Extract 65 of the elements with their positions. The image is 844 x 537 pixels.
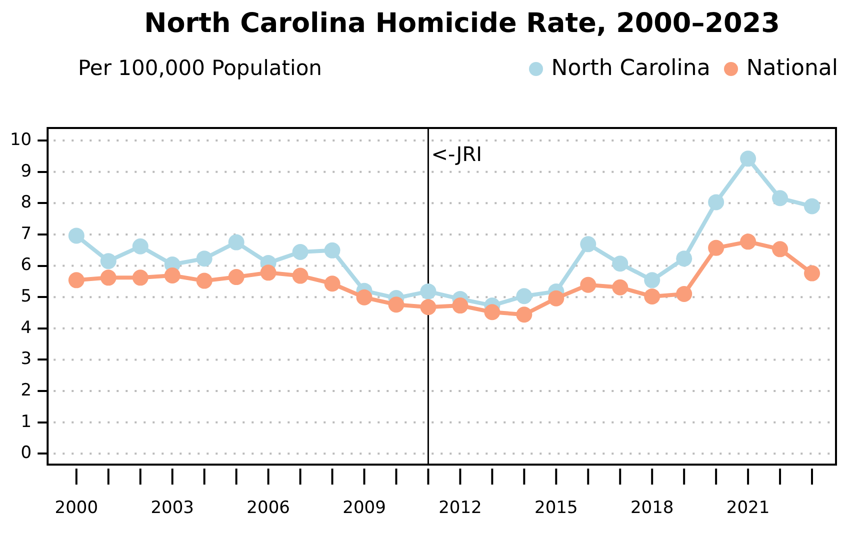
point bbox=[324, 242, 340, 258]
point bbox=[164, 267, 180, 284]
point bbox=[420, 299, 436, 316]
point bbox=[580, 236, 596, 252]
x-tick-label: 2000 bbox=[54, 498, 98, 518]
point bbox=[804, 198, 820, 214]
point bbox=[356, 289, 372, 306]
point bbox=[228, 234, 244, 250]
point bbox=[100, 253, 116, 270]
point bbox=[740, 234, 756, 250]
point bbox=[644, 288, 660, 304]
y-tick-label: 9 bbox=[20, 161, 32, 182]
point bbox=[292, 268, 308, 284]
point bbox=[516, 306, 532, 323]
y-tick-label: 0 bbox=[20, 443, 32, 464]
point bbox=[676, 286, 692, 302]
point bbox=[804, 265, 820, 282]
y-tick-label: 3 bbox=[20, 349, 32, 370]
x-tick-label: 2018 bbox=[630, 498, 674, 518]
legend-label: North Carolina bbox=[551, 56, 710, 81]
point bbox=[388, 296, 404, 313]
point bbox=[68, 228, 84, 244]
point bbox=[68, 272, 84, 288]
y-tick-label: 7 bbox=[20, 224, 32, 244]
point bbox=[772, 190, 788, 206]
point bbox=[580, 276, 596, 293]
point bbox=[708, 194, 724, 210]
chart-subtitle: Per 100,000 Population bbox=[78, 56, 322, 80]
legend-label: National bbox=[746, 56, 838, 81]
point bbox=[644, 272, 660, 288]
x-tick-label: 2012 bbox=[438, 498, 482, 518]
x-tick-label: 2003 bbox=[150, 498, 194, 518]
point bbox=[132, 238, 148, 254]
x-tick-label: 2015 bbox=[534, 498, 578, 518]
point bbox=[132, 270, 148, 286]
y-tick-label: 4 bbox=[20, 318, 32, 338]
point bbox=[612, 256, 628, 272]
y-tick-label: 10 bbox=[10, 130, 32, 150]
y-tick-label: 8 bbox=[20, 192, 32, 213]
x-tick-label: 2021 bbox=[726, 498, 770, 518]
point bbox=[452, 298, 468, 314]
ref-line-label: <-JRI bbox=[431, 142, 482, 166]
point bbox=[228, 269, 244, 286]
point bbox=[676, 250, 692, 267]
point bbox=[548, 290, 564, 306]
x-tick-label: 2009 bbox=[342, 498, 386, 518]
point bbox=[324, 276, 340, 292]
point bbox=[740, 150, 756, 167]
point bbox=[484, 304, 500, 320]
point bbox=[196, 272, 212, 289]
point bbox=[708, 240, 724, 256]
point bbox=[772, 241, 788, 258]
chart-title: North Carolina Homicide Rate, 2000–2023 bbox=[143, 8, 781, 39]
point bbox=[260, 264, 276, 281]
y-tick-label: 2 bbox=[20, 380, 32, 400]
y-tick-label: 1 bbox=[20, 412, 32, 432]
x-tick-label: 2006 bbox=[246, 498, 290, 518]
point bbox=[420, 283, 436, 300]
point bbox=[612, 279, 628, 296]
point bbox=[292, 244, 308, 260]
point bbox=[100, 270, 116, 286]
y-tick-label: 5 bbox=[20, 286, 32, 307]
point bbox=[196, 250, 212, 267]
y-tick-label: 6 bbox=[20, 255, 32, 276]
point bbox=[516, 288, 532, 304]
